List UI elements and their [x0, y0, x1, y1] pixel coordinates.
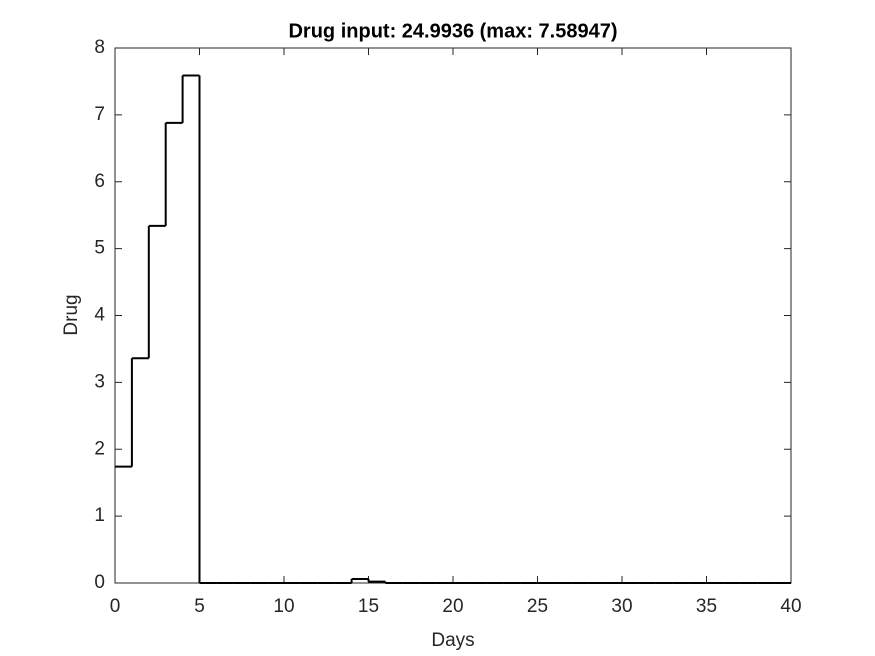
y-tick-label: 4 — [94, 305, 105, 326]
y-tick-label: 2 — [94, 438, 105, 459]
y-tick-label: 8 — [94, 37, 105, 58]
y-tick-label: 1 — [94, 505, 105, 526]
x-tick-label: 5 — [194, 596, 205, 617]
y-axis-label: Drug — [61, 294, 82, 335]
x-tick-label: 35 — [696, 596, 717, 617]
x-tick-label: 0 — [110, 596, 121, 617]
plot-area — [115, 48, 791, 583]
x-tick-label: 30 — [611, 596, 632, 617]
y-tick-label: 3 — [94, 371, 105, 392]
y-tick-label: 7 — [94, 104, 105, 125]
x-tick-label: 40 — [780, 596, 801, 617]
y-tick-label: 5 — [94, 238, 105, 259]
y-tick-label: 6 — [94, 171, 105, 192]
x-tick-label: 20 — [442, 596, 463, 617]
x-axis-label: Days — [431, 630, 474, 651]
chart-title: Drug input: 24.9936 (max: 7.58947) — [288, 20, 617, 42]
y-tick-label: 0 — [94, 572, 105, 593]
x-tick-label: 25 — [527, 596, 548, 617]
x-tick-label: 15 — [358, 596, 379, 617]
x-tick-label: 10 — [273, 596, 294, 617]
